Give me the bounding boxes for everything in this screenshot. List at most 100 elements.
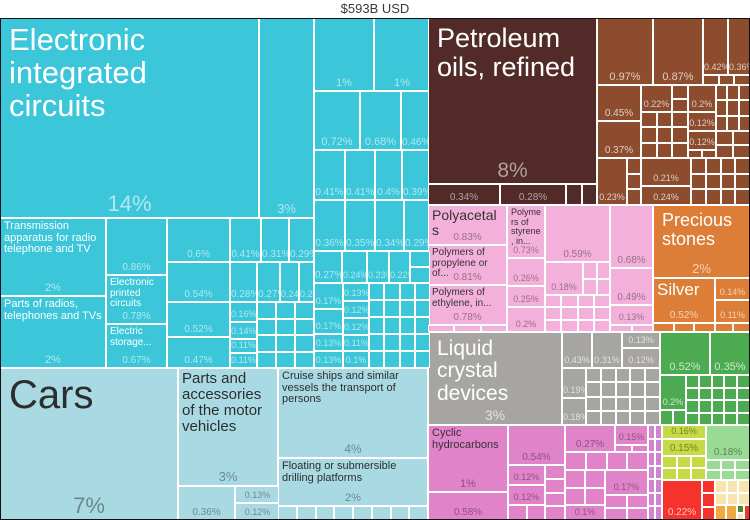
treemap-tile[interactable]: 0.12%: [688, 112, 716, 131]
treemap-tile-small[interactable]: [641, 112, 657, 128]
treemap-tile-small[interactable]: [581, 184, 597, 205]
treemap-tile[interactable]: 0.72%: [314, 91, 360, 150]
treemap-tile-small[interactable]: [278, 506, 297, 520]
treemap-tile-small[interactable]: [735, 173, 750, 190]
treemap-tile-small[interactable]: [727, 100, 739, 116]
treemap-tile-small[interactable]: [605, 507, 627, 520]
treemap-tile-small[interactable]: [673, 410, 686, 425]
treemap-tile[interactable]: 0.1%: [343, 351, 369, 368]
treemap-tile-small[interactable]: [735, 189, 750, 205]
treemap-tile[interactable]: 1%: [314, 18, 374, 91]
treemap-tile-small[interactable]: [720, 158, 736, 174]
treemap-tile-small[interactable]: [596, 262, 610, 279]
treemap-tile[interactable]: 0.34%: [428, 184, 500, 205]
treemap-tile-small[interactable]: [371, 506, 391, 520]
treemap-tile-small[interactable]: [276, 335, 295, 352]
treemap-tile-small[interactable]: [653, 323, 674, 332]
treemap-tile-small[interactable]: [295, 302, 314, 319]
treemap-tile[interactable]: [744, 505, 750, 520]
treemap-tile-small[interactable]: [737, 387, 750, 400]
treemap-tile-small[interactable]: [276, 302, 295, 319]
treemap-tile[interactable]: 0.11%: [230, 353, 257, 368]
tile-silver[interactable]: Silver 0.52%: [653, 278, 715, 323]
treemap-tile-small[interactable]: [672, 127, 688, 143]
treemap-tile-small[interactable]: [641, 127, 657, 143]
treemap-tile[interactable]: 0.46%: [401, 91, 430, 150]
treemap-tile-small[interactable]: [648, 438, 655, 453]
treemap-tile[interactable]: 0.28%: [230, 262, 257, 302]
treemap-tile[interactable]: 0.16%: [662, 425, 706, 439]
treemap-tile[interactable]: 0.26%: [507, 258, 545, 286]
treemap-tile-small[interactable]: [726, 480, 739, 493]
treemap-tile[interactable]: 0.49%: [610, 268, 653, 305]
treemap-tile-small[interactable]: [733, 131, 750, 145]
treemap-tile[interactable]: 0.47%: [167, 337, 230, 368]
tile-electric-storage[interactable]: Electric storage... 0.67%: [106, 324, 167, 368]
treemap-tile[interactable]: 0.41%: [345, 150, 375, 200]
treemap-tile[interactable]: 0.24%: [342, 251, 367, 283]
treemap-tile-small[interactable]: [676, 468, 692, 480]
tile-polymers-of-ethylene-in[interactable]: Polymers of ethylene, in... 0.78%: [428, 285, 507, 325]
treemap-tile-small[interactable]: [648, 465, 655, 480]
treemap-tile-small[interactable]: [545, 492, 565, 507]
treemap-tile[interactable]: 0.13%: [343, 283, 369, 301]
treemap-tile-small[interactable]: [295, 351, 314, 368]
treemap-tile-small[interactable]: [656, 112, 673, 128]
treemap-tile-small[interactable]: [369, 283, 385, 300]
treemap-tile[interactable]: 0.12%: [622, 348, 660, 368]
treemap-tile[interactable]: 0.13%: [314, 334, 343, 351]
treemap-tile-small[interactable]: [648, 506, 655, 520]
treemap-tile-small[interactable]: [716, 144, 733, 158]
treemap-tile-small[interactable]: [630, 410, 646, 425]
treemap-tile-small[interactable]: [691, 189, 706, 205]
treemap-tile[interactable]: 0.14%: [230, 322, 257, 339]
treemap-tile-small[interactable]: [648, 425, 655, 439]
treemap-tile-small[interactable]: [384, 300, 400, 317]
treemap-tile-small[interactable]: [600, 396, 616, 411]
treemap-tile-small[interactable]: [698, 412, 712, 425]
treemap-tile-small[interactable]: [703, 75, 719, 85]
treemap-tile-small[interactable]: [705, 189, 721, 205]
treemap-tile[interactable]: 0.19%: [562, 368, 586, 398]
treemap-tile[interactable]: 0.17%: [314, 283, 343, 309]
treemap-tile-small[interactable]: [706, 460, 721, 470]
treemap-tile-small[interactable]: [716, 131, 733, 145]
treemap-tile[interactable]: 0.22%: [389, 251, 410, 283]
treemap-tile-small[interactable]: [702, 480, 715, 494]
tile-petroleum-oils-refined[interactable]: Petroleum oils, refined 8%: [428, 18, 597, 184]
treemap-tile-small[interactable]: [732, 323, 750, 332]
treemap-tile-small[interactable]: [702, 506, 715, 520]
treemap-tile[interactable]: 0.12%: [688, 131, 716, 150]
treemap-tile-small[interactable]: [545, 465, 565, 479]
treemap-tile-small[interactable]: [702, 493, 715, 507]
treemap-tile-small[interactable]: [691, 456, 706, 468]
treemap-tile-small[interactable]: [585, 470, 605, 488]
treemap-tile-small[interactable]: [691, 173, 706, 190]
treemap-tile-small[interactable]: [724, 387, 738, 400]
treemap-tile[interactable]: 0.45%: [597, 85, 641, 121]
treemap-tile-small[interactable]: [702, 150, 716, 158]
treemap-tile-small[interactable]: [727, 85, 739, 101]
treemap-tile[interactable]: 0.52%: [660, 332, 710, 375]
treemap-tile-small[interactable]: [686, 375, 699, 388]
treemap-tile-small[interactable]: [586, 368, 601, 383]
treemap-tile-small[interactable]: [688, 150, 702, 158]
treemap-tile[interactable]: 0.12%: [508, 465, 545, 485]
treemap-tile-small[interactable]: [705, 158, 721, 174]
treemap-tile-small[interactable]: [583, 262, 597, 279]
treemap-tile-small[interactable]: [627, 158, 641, 174]
treemap-tile[interactable]: 0.1%: [565, 505, 605, 520]
treemap-tile[interactable]: 0.37%: [597, 121, 641, 158]
treemap-tile-small[interactable]: [655, 425, 662, 439]
treemap-tile-small[interactable]: [610, 325, 632, 332]
treemap-tile-small[interactable]: [738, 85, 750, 101]
treemap-tile[interactable]: 0.6%: [167, 218, 230, 262]
treemap-tile[interactable]: 0.97%: [597, 18, 653, 85]
treemap-tile-small[interactable]: [257, 318, 276, 335]
treemap-tile-small[interactable]: [672, 112, 688, 128]
treemap-tile-small[interactable]: [410, 251, 430, 267]
treemap-tile-small[interactable]: [698, 375, 712, 388]
treemap-tile-small[interactable]: [409, 506, 428, 520]
tile-electronic-printed-circuits[interactable]: Electronic printed circuits 0.78%: [106, 275, 167, 324]
treemap-tile-small[interactable]: [738, 492, 750, 505]
